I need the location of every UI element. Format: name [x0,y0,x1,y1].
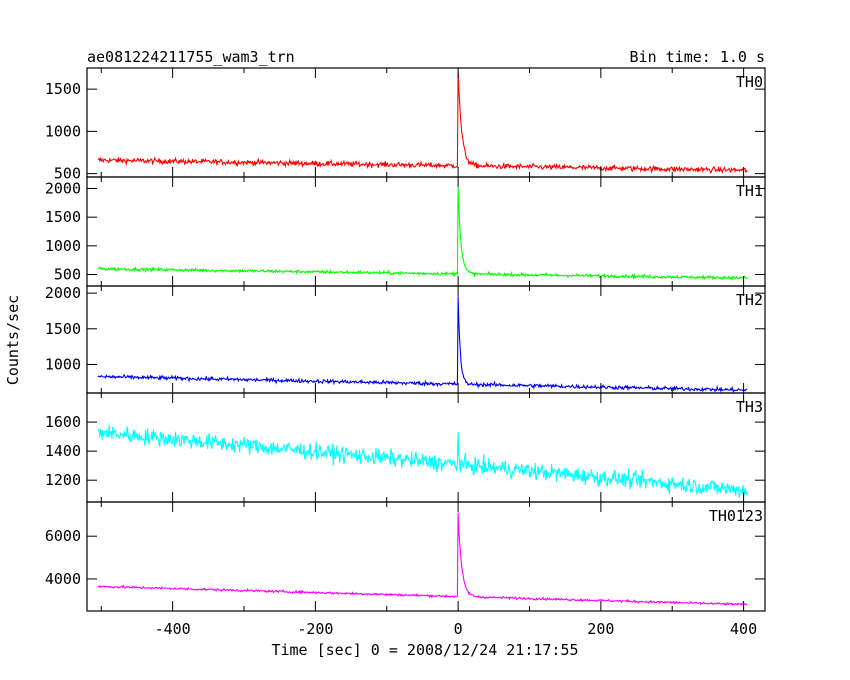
panel-label-th2: TH2 [736,291,763,309]
y-tick-label: 1000 [45,122,81,140]
x-axis-label: Time [sec] 0 = 2008/12/24 21:17:55 [271,641,578,659]
y-tick-label: 500 [54,165,81,183]
panel-th3: 1200 1400 1600 TH3 [45,392,766,503]
y-tick-label: 1500 [45,80,81,98]
panel-frame [86,176,766,287]
x-tick-label: 200 [587,620,614,638]
x-tick-label: 400 [730,620,757,638]
y-tick-label: 1500 [45,320,81,338]
y-tick-label: 1500 [45,208,81,226]
panels-group: 500 1000 1500 TH0 500 1000 1500 2000 TH1 1000 1500… [45,67,766,612]
panel-th0: 500 1000 1500 TH0 [45,67,766,183]
panel-label-th0: TH0 [736,73,763,91]
panel-th1: 500 1000 1500 2000 TH1 [45,176,766,287]
y-tick-label: 2000 [45,284,81,302]
y-tick-label: 2000 [45,179,81,197]
series-line-th2 [97,296,748,393]
x-axis: -400 -200 0 200 400 [155,620,758,638]
panel-th2: 1000 1500 2000 TH2 [45,284,766,394]
panel-label-th3: TH3 [736,398,763,416]
y-tick-label: 6000 [45,527,81,545]
y-tick-label: 4000 [45,570,81,588]
x-tick-label: -200 [297,620,333,638]
y-tick-label: 1600 [45,413,81,431]
x-tick-label: -400 [155,620,191,638]
panel-label-th1: TH1 [736,182,763,200]
series-line-th1 [97,187,748,281]
panel-frame [86,285,766,394]
x-tick-label: 0 [454,620,463,638]
panel-label-th0123: TH0123 [709,507,763,525]
panel-th0123: 4000 6000 TH0123 [45,501,766,612]
series-line-th0 [97,71,748,175]
y-tick-label: 1400 [45,442,81,460]
panel-frame [86,501,766,612]
y-tick-label: 1000 [45,355,81,373]
y-tick-label: 1000 [45,237,81,255]
series-line-th3 [97,424,748,498]
y-axis-label: Counts/sec [4,295,22,385]
series-line-th0123 [97,512,748,606]
y-tick-label: 500 [54,266,81,284]
chart-title-left: ae081224211755_wam3_trn [87,48,295,66]
chart-title-right: Bin time: 1.0 s [630,48,765,66]
y-tick-label: 1200 [45,471,81,489]
